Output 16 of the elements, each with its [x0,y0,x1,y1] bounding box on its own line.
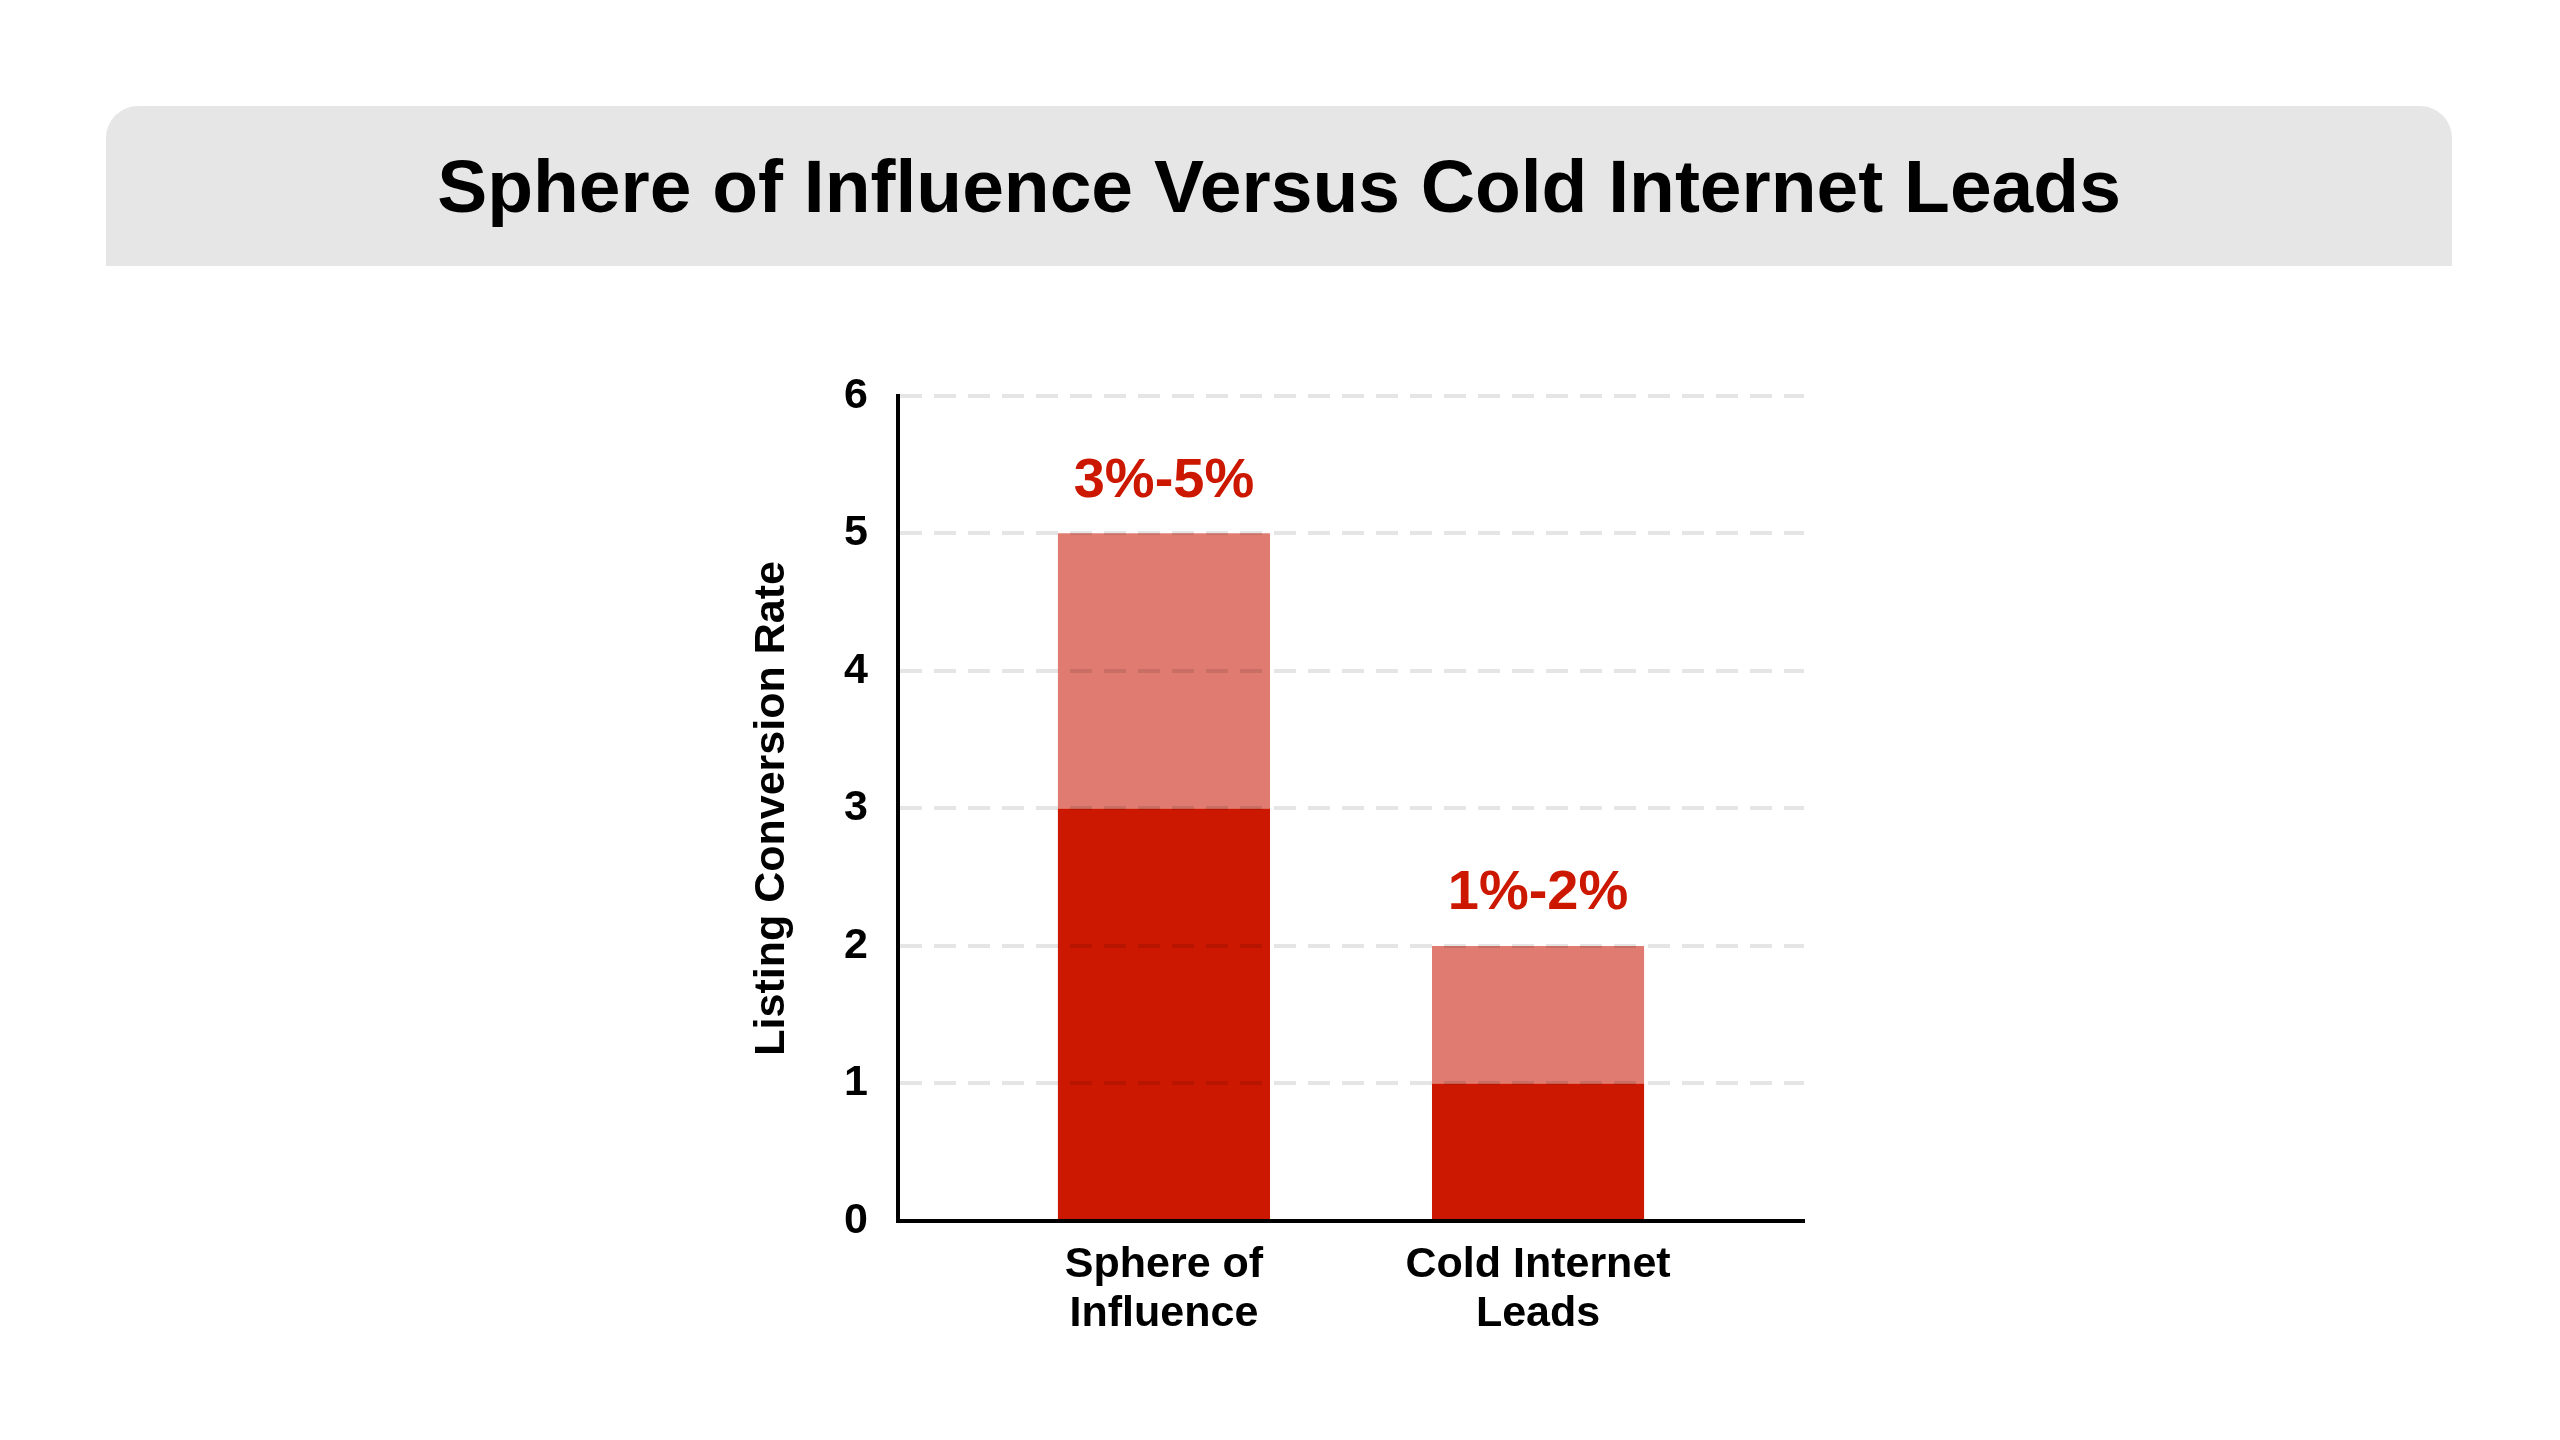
bar [1057,533,1271,809]
y-tick-label: 4 [844,643,869,692]
y-tick-label: 6 [844,368,868,417]
y-tick-label: 2 [844,918,868,967]
y-tick-label: 3 [844,781,868,830]
x-tick-label: Cold Internet Leads [1405,1238,1671,1336]
y-tick-label: 5 [844,506,868,555]
y-tick-label: 1 [844,1056,868,1105]
bar [1431,945,1645,1084]
annotation: 3%-5% [1073,445,1255,509]
x-tick-label: Sphere of Influence [1064,1238,1264,1336]
bar [1431,1083,1645,1219]
y-axis-title: Listing Conversion Rate [744,561,793,1056]
bar [1057,808,1271,1219]
annotation: 1%-2% [1447,858,1629,922]
y-tick-label: 0 [844,1193,868,1242]
